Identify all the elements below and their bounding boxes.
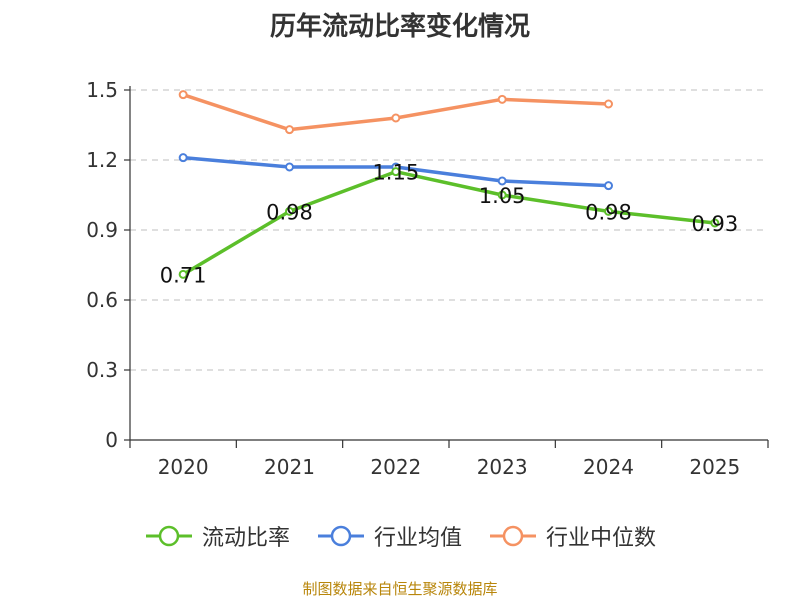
legend-swatch [317, 525, 364, 547]
source-note: 制图数据来自恒生聚源数据库 [302, 580, 498, 598]
y-tick-label: 0 [105, 428, 118, 452]
legend: 流动比率 行业均值 行业中位数 [0, 520, 800, 552]
legend-swatch [490, 525, 536, 547]
legend-label: 流动比率 [201, 526, 290, 551]
data-point [604, 181, 613, 191]
data-point [285, 162, 294, 172]
series-line-3 [181, 92, 611, 132]
x-tick-label: 2025 [689, 455, 740, 479]
data-point [497, 190, 507, 200]
data-label: 1.05 [479, 184, 526, 208]
legend-marker [502, 525, 524, 547]
data-label: 0.98 [266, 200, 313, 224]
data-label: 0.93 [691, 212, 738, 236]
data-point [710, 218, 720, 228]
y-tick-label: 0.9 [86, 218, 118, 242]
legend-item-3[interactable]: 行业中位数 [488, 520, 656, 552]
data-point [497, 176, 507, 186]
legend-marker [330, 525, 352, 547]
legend-marker [158, 525, 180, 547]
chart-title: 历年流动比率变化情况 [269, 12, 530, 42]
x-tick-label: 2020 [158, 455, 209, 479]
x-tick-label: 2022 [370, 455, 421, 479]
legend-swatch [145, 525, 192, 547]
x-tick-label: 2024 [583, 455, 634, 479]
data-point [391, 167, 401, 177]
legend-item-2[interactable]: 行业均值 [316, 520, 462, 552]
data-point [178, 153, 188, 163]
y-tick-label: 0.3 [86, 358, 118, 382]
data-point [285, 206, 294, 216]
data-point [178, 269, 188, 279]
data-point [178, 90, 188, 100]
data-point [604, 206, 613, 216]
y-tick-label: 1.5 [86, 78, 118, 102]
y-tick-label: 0.6 [86, 288, 118, 312]
legend-label: 行业中位数 [546, 526, 657, 551]
data-label: 0.71 [160, 263, 207, 287]
series-line-1 [181, 169, 717, 277]
x-tick-label: 2023 [477, 455, 528, 479]
data-point [604, 99, 613, 109]
data-label: 1.15 [372, 161, 419, 185]
data-point [391, 113, 401, 123]
x-tick-label: 2021 [264, 455, 315, 479]
legend-item-1[interactable]: 流动比率 [144, 520, 290, 552]
data-label: 0.98 [585, 200, 632, 224]
y-tick-label: 1.2 [86, 148, 118, 172]
data-point [285, 125, 294, 135]
data-point [497, 94, 507, 104]
legend-label: 行业均值 [373, 526, 462, 551]
